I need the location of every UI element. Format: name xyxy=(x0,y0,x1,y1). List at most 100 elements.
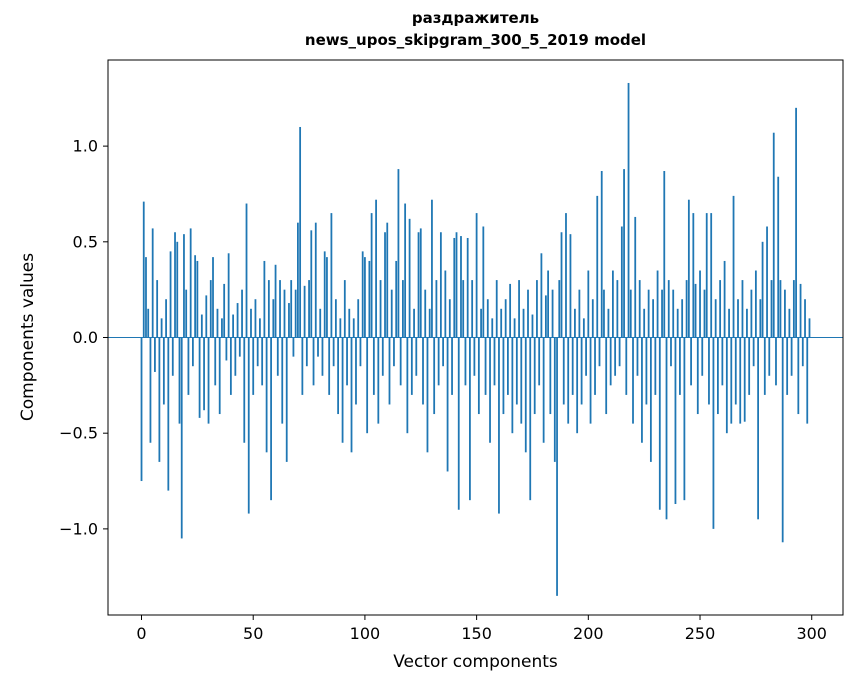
bar xyxy=(209,280,212,338)
bar xyxy=(808,318,811,338)
bar xyxy=(446,337,449,472)
bar xyxy=(763,337,766,395)
bar xyxy=(355,337,357,405)
bar xyxy=(178,337,181,424)
bar xyxy=(272,299,275,338)
bar xyxy=(475,213,478,338)
y-tick-label: 0.5 xyxy=(73,232,98,251)
bar xyxy=(301,337,304,395)
bar xyxy=(652,299,654,338)
bar xyxy=(361,251,364,338)
bar xyxy=(180,337,183,539)
bar xyxy=(185,289,188,338)
bar xyxy=(784,289,786,338)
bar xyxy=(585,337,587,376)
bar xyxy=(346,337,348,386)
bar xyxy=(406,337,409,434)
bar xyxy=(252,337,255,395)
bar xyxy=(614,337,617,376)
x-tick-label: 300 xyxy=(796,624,827,643)
bar xyxy=(574,308,576,338)
bar xyxy=(408,218,411,338)
bar xyxy=(672,289,675,338)
bar xyxy=(460,236,462,338)
bar xyxy=(464,337,467,386)
bar xyxy=(312,337,315,386)
bar xyxy=(658,337,661,510)
bar xyxy=(522,308,525,338)
bar xyxy=(649,337,652,462)
bar xyxy=(207,337,210,424)
bar xyxy=(596,195,599,338)
bar xyxy=(703,289,706,338)
bar xyxy=(381,337,384,376)
bar xyxy=(453,237,456,338)
bar xyxy=(708,337,710,405)
bar xyxy=(710,213,713,338)
bar xyxy=(375,199,377,338)
bar xyxy=(723,260,726,338)
y-tick-label: 1.0 xyxy=(73,137,98,156)
bar xyxy=(321,337,324,376)
bar xyxy=(200,314,203,338)
bar xyxy=(455,232,458,338)
bar xyxy=(247,337,250,514)
bar xyxy=(607,308,610,338)
bar xyxy=(511,337,514,434)
bar xyxy=(768,337,771,376)
bar xyxy=(515,337,518,405)
bar xyxy=(641,337,643,443)
bar xyxy=(290,280,293,338)
bar xyxy=(308,280,310,338)
bar xyxy=(542,337,545,443)
bar xyxy=(433,337,436,415)
bar xyxy=(259,318,261,338)
bar xyxy=(415,337,418,376)
bar xyxy=(192,337,194,367)
bar xyxy=(761,241,764,338)
bar xyxy=(757,337,759,520)
bar xyxy=(721,337,724,386)
bar xyxy=(540,253,543,338)
bar xyxy=(265,337,268,453)
bar xyxy=(498,337,500,514)
bar xyxy=(701,337,704,376)
bar xyxy=(477,337,480,415)
bar xyxy=(167,337,170,491)
bar xyxy=(752,337,755,367)
bar xyxy=(544,295,547,338)
bar xyxy=(294,289,297,338)
bar xyxy=(759,299,762,338)
bar xyxy=(196,260,199,338)
bar xyxy=(696,337,699,415)
bar xyxy=(457,337,460,510)
bar xyxy=(788,308,791,338)
bar xyxy=(520,337,523,424)
bar xyxy=(507,337,509,395)
chart-title-block: раздражитель news_upos_skipgram_300_5_20… xyxy=(108,8,843,52)
bar xyxy=(236,303,239,338)
bar xyxy=(495,280,498,338)
bar xyxy=(149,337,152,443)
bar xyxy=(529,337,532,501)
bar xyxy=(334,299,337,338)
x-tick-label: 150 xyxy=(461,624,492,643)
bar xyxy=(795,107,797,338)
bar xyxy=(439,232,442,338)
bar xyxy=(627,82,630,338)
bar xyxy=(194,255,197,338)
bar xyxy=(670,337,672,367)
bar xyxy=(339,318,342,338)
bar xyxy=(734,337,737,405)
bar xyxy=(162,337,165,405)
bar xyxy=(372,337,375,395)
bar xyxy=(746,308,748,338)
bar xyxy=(484,337,487,395)
bar xyxy=(513,318,516,338)
bar xyxy=(531,314,534,338)
bar xyxy=(524,337,527,453)
bar xyxy=(489,337,491,443)
bar xyxy=(386,222,389,338)
bar xyxy=(350,337,353,453)
bar xyxy=(176,241,179,338)
